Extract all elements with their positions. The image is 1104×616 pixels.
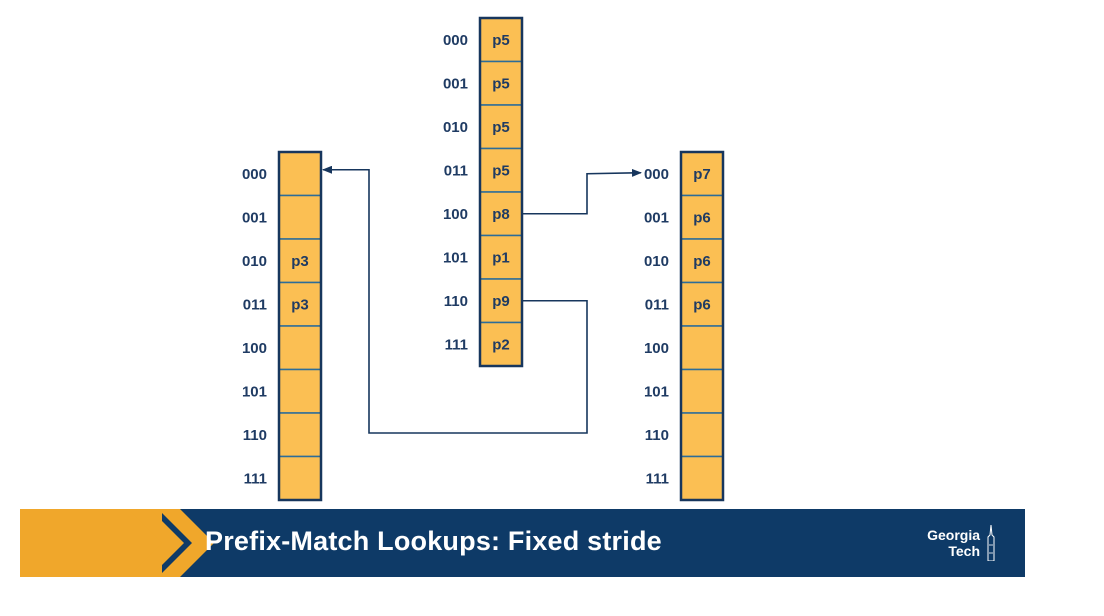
middle-cell-label-1: p5	[492, 75, 510, 92]
middle-code-2: 010	[443, 119, 468, 136]
left-cell-1	[278, 194, 322, 240]
left-cell-label-2: p3	[291, 253, 309, 270]
middle-code-1: 001	[443, 75, 468, 92]
left-cell-5	[278, 368, 322, 414]
right-cell-label-1: p6	[693, 209, 711, 226]
right-code-5: 101	[644, 383, 669, 400]
right-code-1: 001	[644, 209, 669, 226]
left-code-0: 000	[242, 166, 267, 183]
right-cell-5	[680, 368, 724, 414]
right-cell-label-0: p7	[693, 166, 711, 183]
middle-cell-3	[479, 147, 523, 193]
left-cell-label-3: p3	[291, 296, 309, 313]
middle-cell-2	[479, 104, 523, 150]
left-code-4: 100	[242, 340, 267, 357]
middle-code-5: 101	[443, 249, 468, 266]
link-arrow-0	[522, 168, 642, 215]
right-cell-4	[680, 325, 724, 371]
middle-cell-label-4: p8	[492, 206, 510, 223]
middle-code-4: 100	[443, 206, 468, 223]
left-code-5: 101	[242, 383, 267, 400]
middle-code-3: 011	[444, 162, 468, 179]
middle-cell-label-6: p9	[492, 293, 510, 310]
right-cell-7	[680, 455, 724, 501]
right-code-2: 010	[644, 253, 669, 270]
left-cell-4	[278, 325, 322, 371]
right-table-outline	[679, 150, 725, 502]
logo-line-2: Tech	[948, 543, 980, 559]
left-table-outline	[277, 150, 323, 502]
footer-bar: Prefix-Match Lookups: Fixed stride Georg…	[20, 509, 1025, 577]
georgia-tech-logo: Georgia Tech	[898, 525, 1008, 565]
footer-accent-band	[20, 509, 162, 577]
right-code-7: 111	[646, 470, 669, 487]
stride-tables: 000 001 010 p3 011 p3 100 101 110 111 000 p5 001 p5 01…	[242, 16, 725, 502]
middle-code-7: 111	[445, 336, 468, 353]
link-arrow-1	[322, 165, 588, 434]
middle-cell-label-7: p2	[492, 336, 510, 353]
chevron-icon	[128, 509, 214, 577]
middle-code-0: 000	[443, 32, 468, 49]
right-cell-6	[680, 412, 724, 458]
slide-title: Prefix-Match Lookups: Fixed stride	[205, 526, 662, 556]
logo-line-1: Georgia	[927, 527, 980, 543]
left-code-2: 010	[242, 253, 267, 270]
right-code-6: 110	[645, 427, 669, 444]
left-table: 000 001 010 p3 011 p3 100 101 110 111	[242, 150, 323, 502]
right-cell-label-3: p6	[693, 296, 711, 313]
left-code-6: 110	[243, 427, 267, 444]
left-cell-6	[278, 412, 322, 458]
middle-table-outline	[478, 16, 524, 368]
middle-cell-1	[479, 60, 523, 106]
middle-cell-label-0: p5	[492, 32, 510, 49]
right-cell-label-2: p6	[693, 253, 711, 270]
left-cell-7	[278, 455, 322, 501]
left-code-3: 011	[243, 296, 267, 313]
link-arrows	[322, 165, 642, 434]
left-code-1: 001	[242, 209, 267, 226]
middle-cell-label-2: p5	[492, 119, 510, 136]
right-code-3: 011	[645, 296, 669, 313]
middle-cell-label-5: p1	[492, 249, 510, 266]
middle-code-6: 110	[444, 293, 468, 310]
middle-table: 000 p5 001 p5 010 p5 011 p5 100 p8 101 p1 110 p9 111 p2	[443, 16, 524, 368]
right-table: 000 p7 001 p6 010 p6 011 p6 100 101 110 111	[644, 150, 725, 502]
left-cell-0	[278, 151, 322, 197]
middle-cell-6	[479, 278, 523, 324]
tower-icon	[987, 525, 995, 561]
right-cell-2	[680, 238, 724, 284]
middle-cell-label-3: p5	[492, 162, 510, 179]
right-code-0: 000	[644, 166, 669, 183]
right-code-4: 100	[644, 340, 669, 357]
left-code-7: 111	[244, 470, 267, 487]
